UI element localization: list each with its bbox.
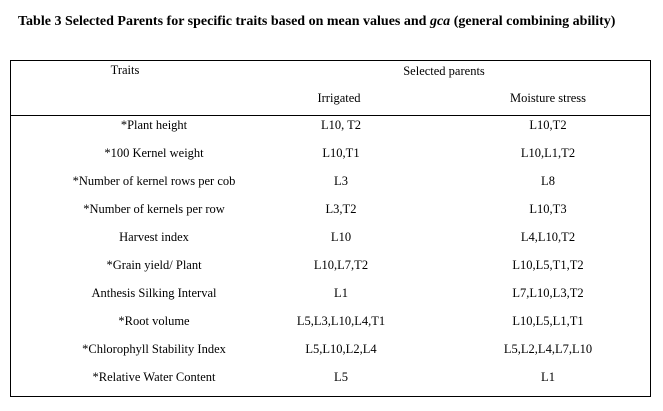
- trait-cell: Harvest index: [119, 230, 189, 244]
- trait-cell: *100 Kernel weight: [104, 146, 204, 160]
- irrigated-cell: L5,L10,L2,L4: [305, 342, 377, 356]
- moisture-stress-cell: L1: [541, 370, 555, 384]
- moisture-stress-cell: L10,T2: [529, 118, 567, 132]
- moisture-stress-cell: L7,L10,L3,T2: [512, 286, 584, 300]
- trait-cell: *Root volume: [118, 314, 190, 328]
- trait-cell: *Grain yield/ Plant: [106, 258, 202, 272]
- table-row: Harvest index L10 L4,L10,T2: [11, 230, 650, 258]
- trait-cell: *Relative Water Content: [92, 370, 216, 384]
- header-divider: [11, 115, 650, 116]
- trait-cell: *Number of kernels per row: [83, 202, 225, 216]
- table-row: *Relative Water Content L5 L1: [11, 370, 650, 398]
- trait-cell: Anthesis Silking Interval: [91, 286, 217, 300]
- moisture-stress-cell: L10,L1,T2: [520, 146, 576, 160]
- caption-suffix: (general combining ability): [450, 14, 616, 29]
- irrigated-cell: L10: [330, 230, 352, 244]
- header-selected-parents: Selected parents: [403, 64, 485, 78]
- table-row: *Number of kernels per row L3,T2 L10,T3: [11, 202, 650, 230]
- header-irrigated: Irrigated: [317, 91, 361, 105]
- trait-cell: *Plant height: [120, 118, 188, 132]
- table-row: *Number of kernel rows per cob L3 L8: [11, 174, 650, 202]
- table-row: *Plant height L10, T2 L10,T2: [11, 118, 650, 146]
- moisture-stress-cell: L5,L2,L4,L7,L10: [503, 342, 593, 356]
- trait-cell: *Number of kernel rows per cob: [72, 174, 236, 188]
- irrigated-cell: L5: [334, 370, 348, 384]
- table-caption: Table 3 Selected Parents for specific tr…: [18, 9, 648, 34]
- moisture-stress-cell: L10,T3: [529, 202, 567, 216]
- table-row: Anthesis Silking Interval L1 L7,L10,L3,T…: [11, 286, 650, 314]
- table-row: *Chlorophyll Stability Index L5,L10,L2,L…: [11, 342, 650, 370]
- table-row: *Root volume L5,L3,L10,L4,T1 L10,L5,L1,T…: [11, 314, 650, 342]
- irrigated-cell: L10,L7,T2: [313, 258, 369, 272]
- selected-parents-table: Traits Selected parents Irrigated Moistu…: [10, 60, 651, 397]
- moisture-stress-cell: L10,L5,T1,T2: [512, 258, 584, 272]
- header-traits: Traits: [110, 63, 140, 77]
- trait-cell: *Chlorophyll Stability Index: [82, 342, 226, 356]
- irrigated-cell: L10, T2: [320, 118, 362, 132]
- moisture-stress-cell: L8: [541, 174, 555, 188]
- irrigated-cell: L1: [334, 286, 348, 300]
- irrigated-cell: L5,L3,L10,L4,T1: [296, 314, 386, 328]
- moisture-stress-cell: L4,L10,T2: [520, 230, 576, 244]
- header-moisture-stress: Moisture stress: [509, 91, 587, 105]
- irrigated-cell: L10,T1: [322, 146, 360, 160]
- table-row: *Grain yield/ Plant L10,L7,T2 L10,L5,T1,…: [11, 258, 650, 286]
- irrigated-cell: L3: [334, 174, 348, 188]
- caption-prefix: Table 3 Selected Parents for specific tr…: [18, 14, 430, 29]
- moisture-stress-cell: L10,L5,L1,T1: [512, 314, 584, 328]
- caption-italic-term: gca: [429, 14, 451, 29]
- irrigated-cell: L3,T2: [325, 202, 357, 216]
- table-row: *100 Kernel weight L10,T1 L10,L1,T2: [11, 146, 650, 174]
